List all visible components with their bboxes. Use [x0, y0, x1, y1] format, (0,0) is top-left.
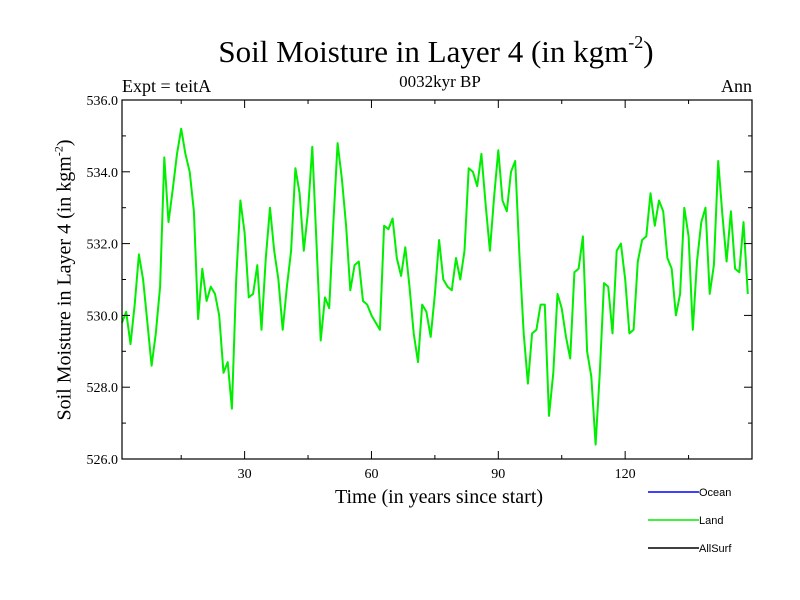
chart-subtitle: 0032kyr BP	[399, 72, 481, 91]
y-tick-label: 536.0	[87, 94, 119, 109]
axis-ticks: 526.0 528.0 530.0 532.0 534.0 536.0 30 60 90 120	[87, 94, 752, 482]
x-tick-label: 30	[238, 467, 252, 482]
series-line-land	[121, 127, 749, 446]
chart-title: Soil Moisture in Layer 4 (in kgm-2)	[218, 32, 654, 69]
season-label: Ann	[721, 76, 752, 96]
x-tick-label: 60	[364, 467, 378, 482]
y-tick-label: 528.0	[87, 381, 119, 396]
legend-label-land: Land	[699, 515, 723, 527]
series-layer	[121, 127, 749, 446]
y-tick-label: 532.0	[87, 238, 119, 253]
legend-label-ocean: Ocean	[699, 487, 731, 499]
x-tick-label: 90	[491, 467, 505, 482]
y-tick-label: 530.0	[87, 309, 119, 324]
y-tick-label: 526.0	[87, 453, 119, 468]
y-tick-label: 534.0	[87, 166, 119, 181]
experiment-label: Expt = teitA	[122, 76, 212, 96]
legend: Ocean Land AllSurf	[648, 487, 732, 555]
x-axis-label: Time (in years since start)	[334, 486, 544, 508]
legend-label-allsurf: AllSurf	[699, 543, 732, 555]
x-tick-label: 120	[615, 467, 636, 482]
